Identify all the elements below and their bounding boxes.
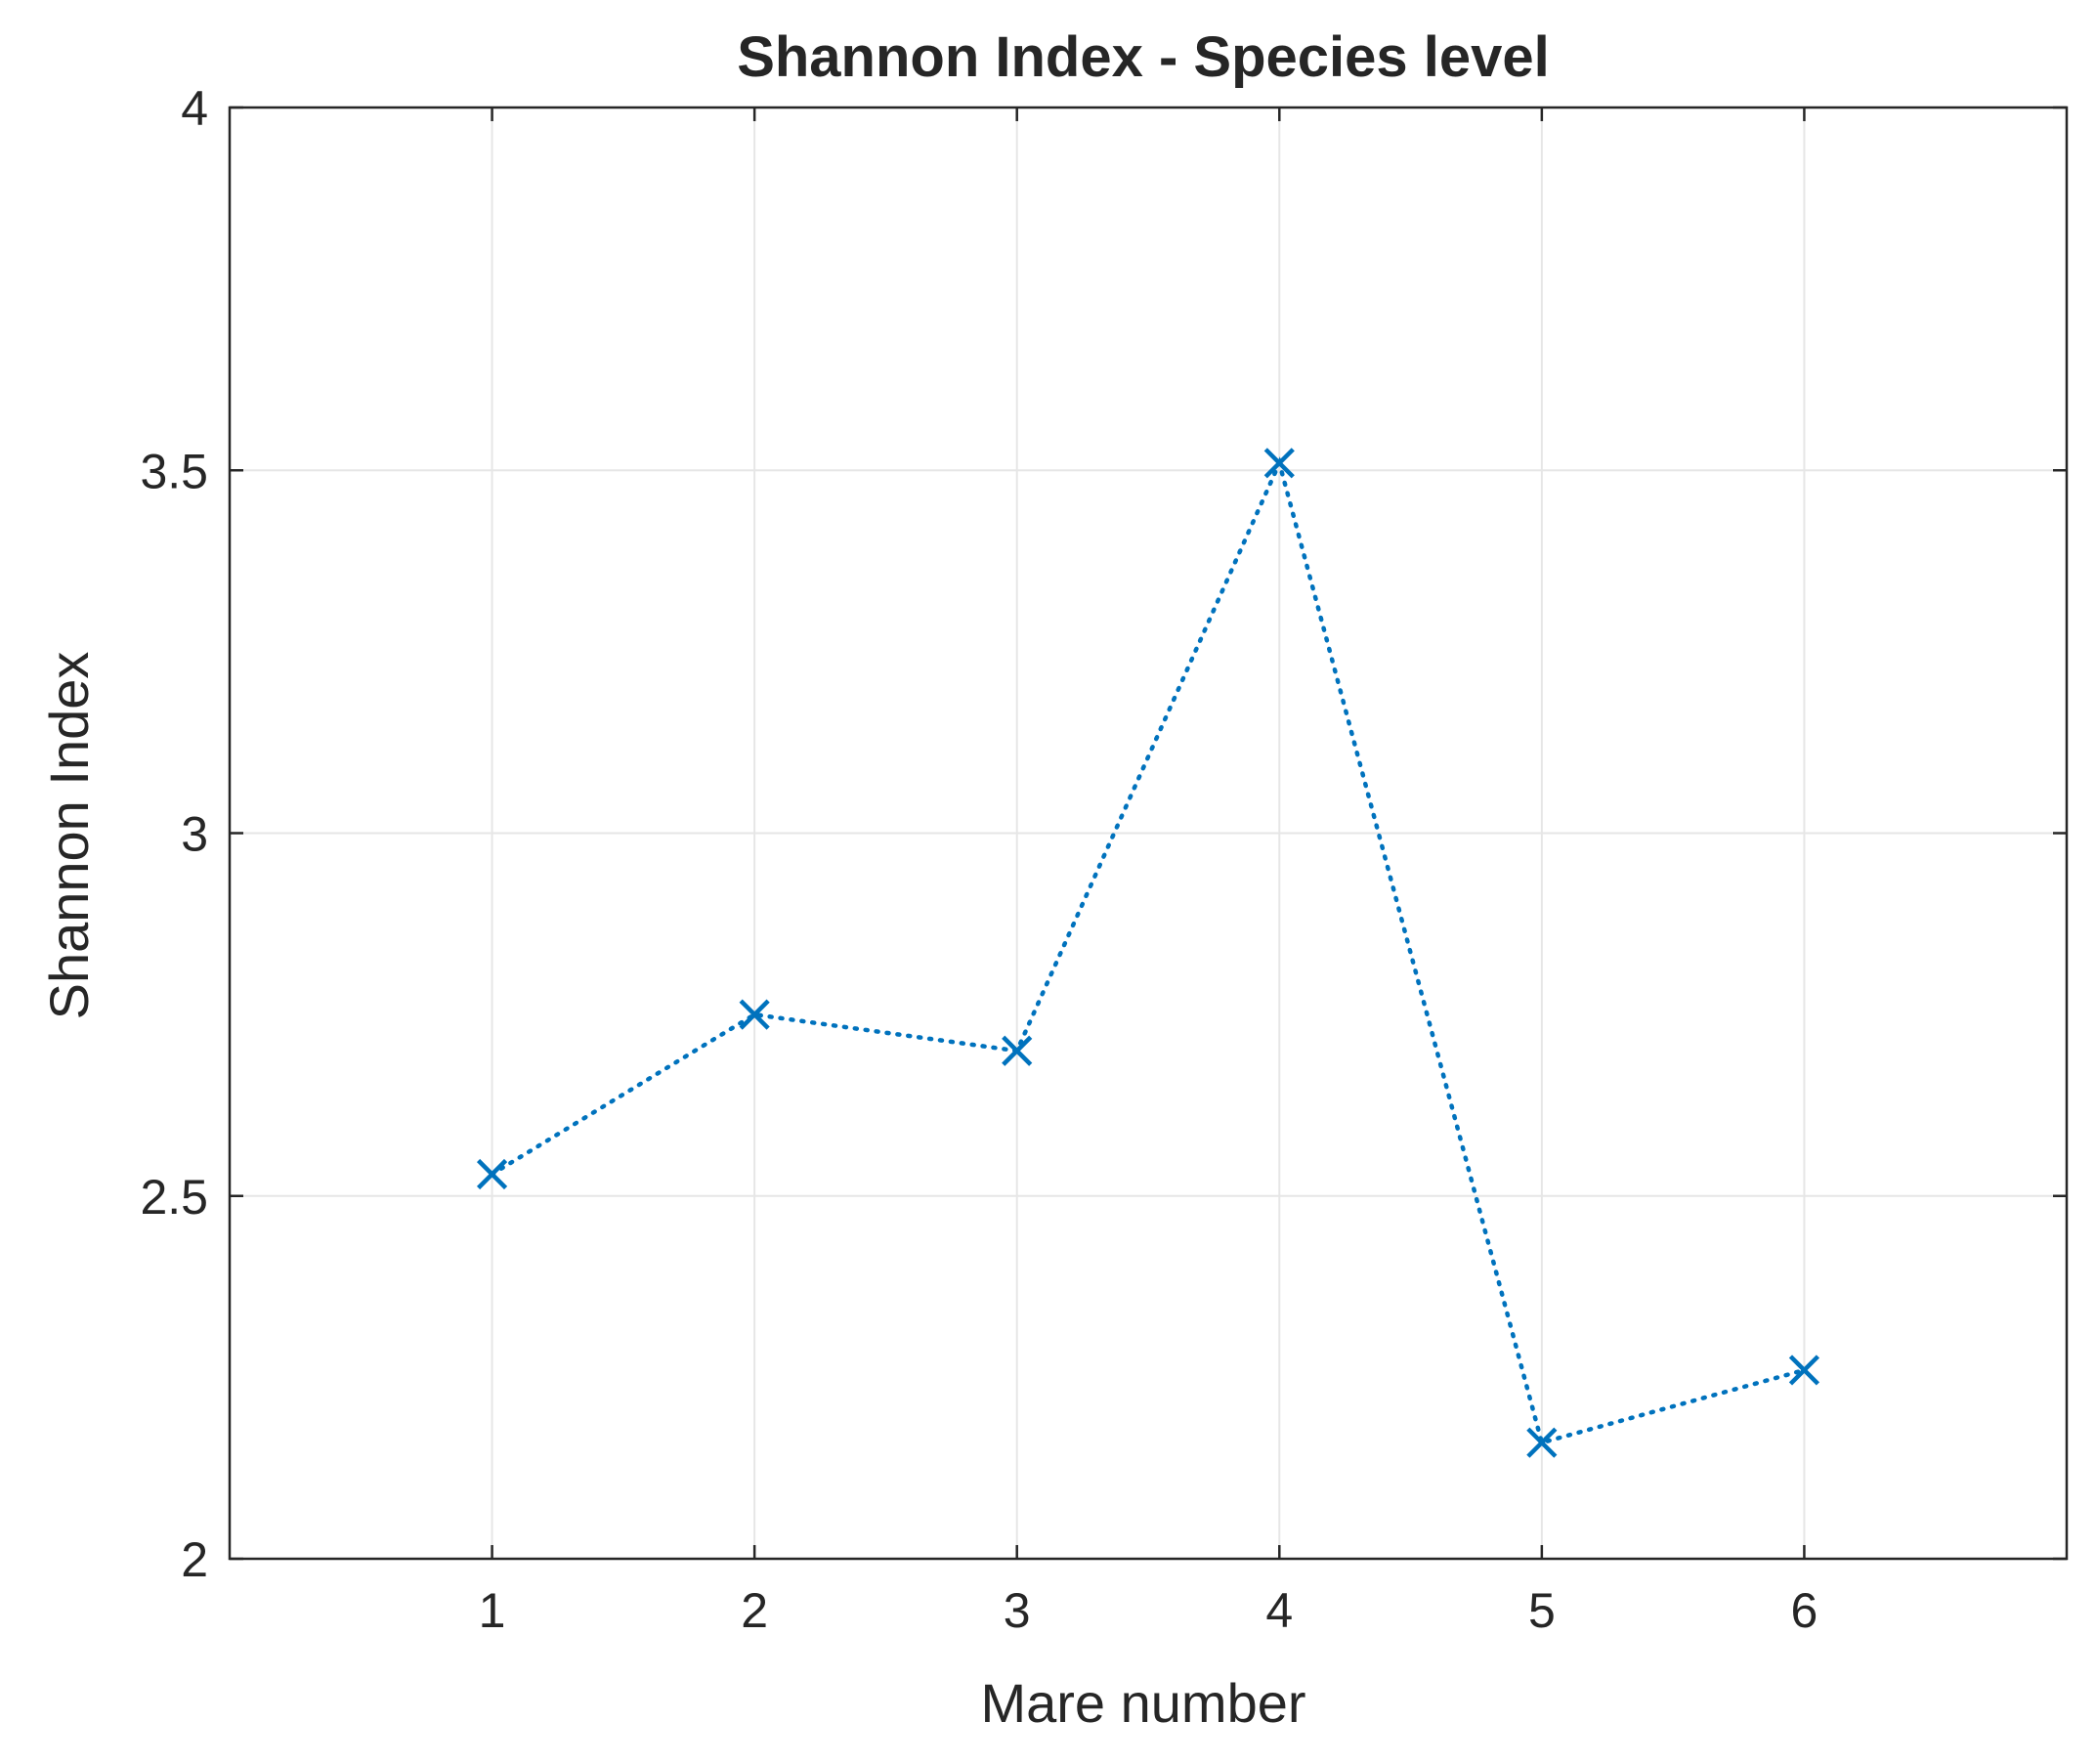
x-tick-label: 4	[1265, 1583, 1293, 1638]
data-point-6	[1788, 1355, 1820, 1386]
chart-title: Shannon Index - Species level	[737, 25, 1550, 89]
grid-layer	[230, 107, 2067, 1560]
x-tick-label: 6	[1791, 1583, 1818, 1638]
y-tick-label: 3	[181, 807, 208, 862]
data-point-5	[1526, 1427, 1558, 1458]
x-marker-stroke-b	[476, 1158, 508, 1190]
x-axis-label: Mare number	[980, 1672, 1305, 1734]
x-marker-stroke-b	[1788, 1355, 1820, 1386]
x-marker-stroke-b	[1526, 1427, 1558, 1458]
y-tick-label: 2.5	[140, 1170, 208, 1225]
x-tick-label: 5	[1528, 1583, 1556, 1638]
x-marker-stroke-b	[1263, 448, 1295, 479]
x-tick-label: 2	[741, 1583, 768, 1638]
y-tick-label: 3.5	[140, 444, 208, 498]
axes-layer	[228, 106, 2069, 1561]
x-marker-stroke-b	[1002, 1035, 1033, 1066]
x-tick-label: 1	[479, 1583, 506, 1638]
data-point-1	[476, 1158, 508, 1190]
data-point-3	[1002, 1035, 1033, 1066]
text-layer: Shannon Index - Species level Mare numbe…	[38, 25, 1818, 1734]
data-point-2	[739, 999, 770, 1030]
x-marker-stroke-b	[739, 999, 770, 1030]
x-tick-label: 3	[1004, 1583, 1031, 1638]
y-tick-label: 2	[181, 1532, 208, 1587]
data-point-4	[1263, 448, 1295, 479]
series-layer	[476, 448, 1820, 1458]
series-line	[490, 456, 1807, 1445]
y-tick-label: 4	[181, 81, 208, 136]
y-axis-label: Shannon Index	[38, 652, 100, 1020]
